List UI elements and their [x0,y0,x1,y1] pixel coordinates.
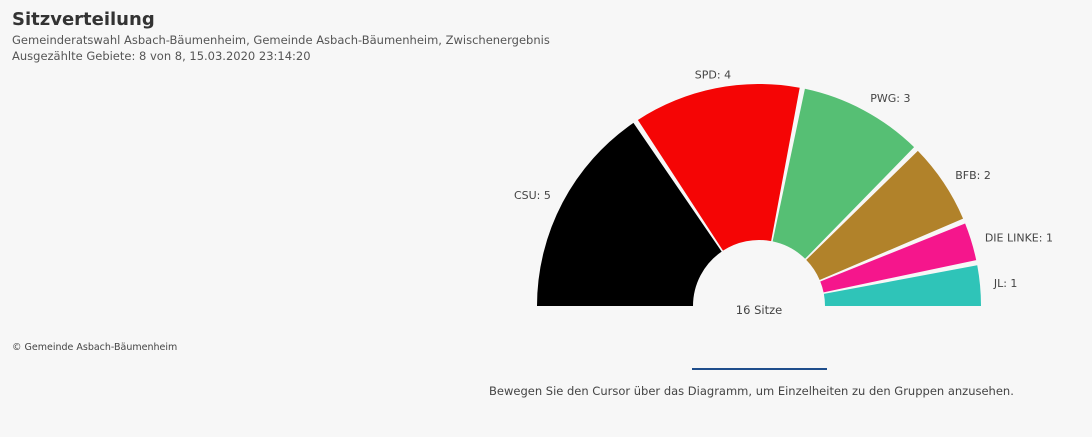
slice-label: PWG: 3 [870,92,910,105]
slice-label: JL: 1 [993,277,1018,290]
slice-label: SPD: 4 [695,69,731,82]
copyright: © Gemeinde Asbach-Bäumenheim [12,342,178,353]
slice-label: BFB: 2 [955,169,991,182]
slice-bfb[interactable] [806,150,964,281]
slice-jl[interactable] [823,265,982,306]
subtitle: Gemeinderatswahl Asbach-Bäumenheim, Geme… [12,33,550,47]
slice-label: DIE LINKE: 1 [985,231,1053,244]
center-label: 16 Sitze [736,303,782,317]
divider-line [692,368,827,370]
slice-pwg[interactable] [772,88,915,259]
page-title: Sitzverteilung [12,9,155,30]
slice-csu[interactable] [537,122,722,306]
slice-die-linke[interactable] [820,223,977,293]
slice-label: CSU: 5 [514,189,551,202]
hint-text: Bewegen Sie den Cursor über das Diagramm… [489,384,1014,398]
slice-spd[interactable] [637,83,800,251]
count-status: Ausgezählte Gebiete: 8 von 8, 15.03.2020… [12,49,311,63]
